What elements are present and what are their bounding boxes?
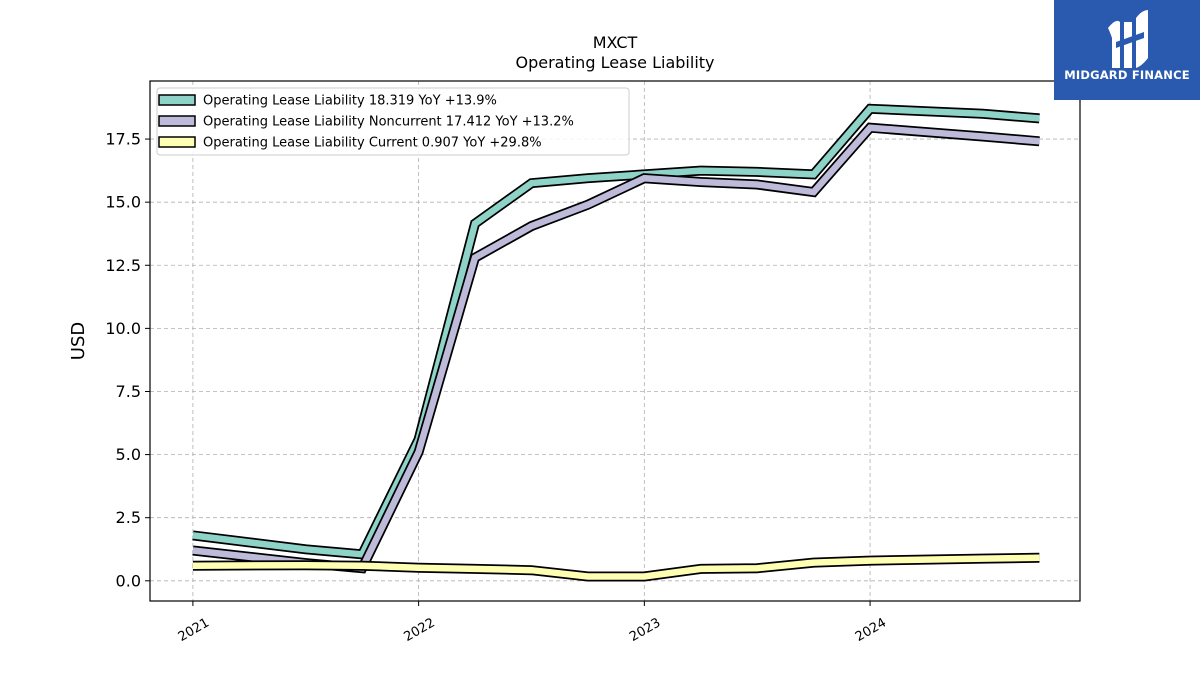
legend-label: Operating Lease Liability Noncurrent 17.… [203, 115, 574, 130]
chart-title: MXCT [593, 33, 638, 52]
grid [150, 81, 1080, 601]
plot-frame [149, 80, 1081, 602]
x-tick-label: 2024 [853, 615, 889, 645]
y-tick-label: 10.0 [105, 319, 141, 338]
midgard-finance-logo: MIDGARD FINANCE [1054, 0, 1200, 100]
y-tick-label: 2.5 [116, 508, 141, 527]
y-tick-label: 17.5 [105, 130, 141, 149]
x-tick-label: 2022 [401, 615, 437, 645]
legend-swatch [158, 115, 196, 127]
legend-label: Operating Lease Liability Current 0.907 … [203, 136, 542, 151]
legend-swatch [158, 94, 196, 106]
x-tick-label: 2021 [176, 615, 212, 645]
x-tick-label: 2023 [627, 615, 663, 645]
y-tick-label: 15.0 [105, 193, 141, 212]
legend-box [156, 87, 630, 156]
series-stroke [192, 105, 1040, 558]
y-tick-label: 5.0 [116, 445, 141, 464]
legend-entry: Operating Lease Liability Current 0.907 … [158, 136, 542, 151]
logo-mark-icon [1108, 10, 1148, 68]
legend-swatch [158, 136, 196, 148]
legend-entry: Operating Lease Liability 18.319 YoY +13… [158, 94, 497, 109]
series-stroke [192, 124, 1040, 572]
series-line-1 [192, 103, 1040, 560]
logo-text: MIDGARD FINANCE [1064, 68, 1190, 82]
chart-subtitle: Operating Lease Liability [515, 53, 714, 72]
x-axis: 2021 2022 2023 2024 [176, 601, 889, 645]
series-group [192, 103, 1040, 582]
y-tick-label: 0.0 [116, 571, 141, 590]
legend-label: Operating Lease Liability 18.319 YoY +13… [203, 94, 497, 109]
y-axis: 0.0 2.5 5.0 7.5 10.0 12.5 15.0 17.5 [105, 130, 150, 590]
legend-entry: Operating Lease Liability Noncurrent 17.… [158, 115, 574, 130]
series-line-2 [192, 122, 1040, 574]
y-tick-label: 12.5 [105, 256, 141, 275]
series-line-3 [192, 552, 1040, 582]
y-axis-label: USD [68, 322, 89, 360]
y-tick-label: 7.5 [116, 382, 141, 401]
series-stroke [192, 554, 1040, 580]
legend: Operating Lease Liability 18.319 YoY +13… [156, 87, 630, 156]
